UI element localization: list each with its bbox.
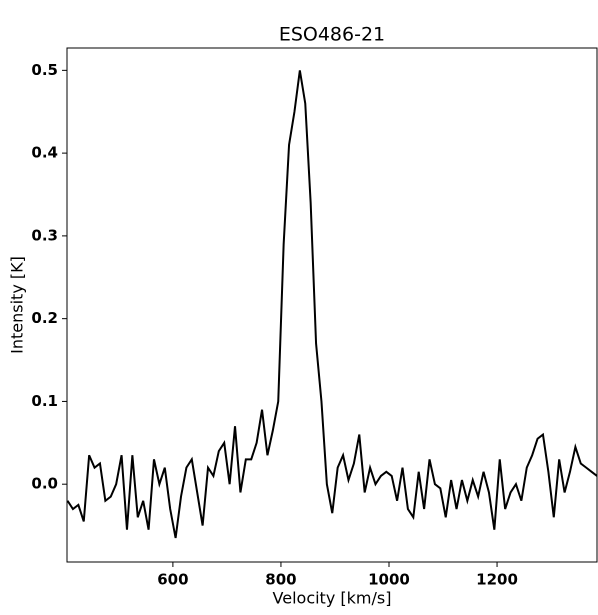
x-tick-label: 1200 <box>476 571 518 589</box>
plot-frame <box>66 47 598 563</box>
y-axis-label: Intensity [K] <box>8 256 27 354</box>
x-axis-label: Velocity [km/s] <box>273 589 392 608</box>
x-tick-label: 800 <box>265 571 296 589</box>
spectrum-line <box>66 70 598 539</box>
chart-title: ESO486-21 <box>279 24 385 46</box>
y-tick-label: 0.2 <box>31 309 58 327</box>
y-tick-label: 0.5 <box>31 61 58 79</box>
y-tick-label: 0.0 <box>31 475 58 493</box>
y-tick-label: 0.3 <box>31 226 58 244</box>
y-tick-label: 0.1 <box>31 392 58 410</box>
x-tick-label: 600 <box>157 571 188 589</box>
y-tick-label: 0.4 <box>31 144 58 162</box>
x-tick-label: 1000 <box>368 571 410 589</box>
